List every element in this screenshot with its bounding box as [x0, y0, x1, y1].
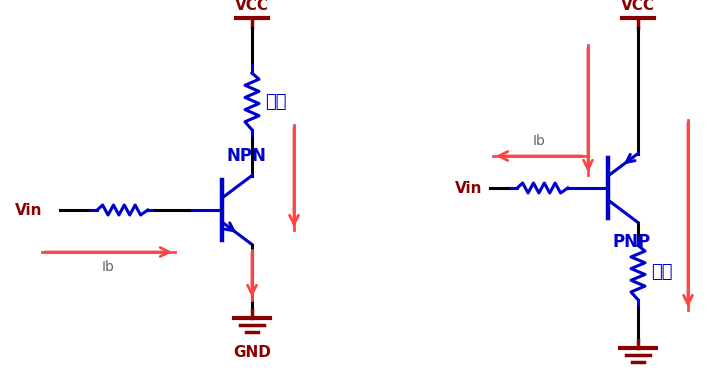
Text: 负载: 负载 — [265, 92, 286, 110]
Text: Ib: Ib — [102, 260, 115, 274]
Text: VCC: VCC — [621, 0, 655, 13]
Text: NPN: NPN — [227, 147, 267, 165]
Text: 负载: 负载 — [651, 264, 673, 282]
Text: Ib: Ib — [533, 134, 545, 148]
Text: GND: GND — [233, 345, 271, 360]
Text: Vin: Vin — [15, 202, 43, 218]
Text: VCC: VCC — [235, 0, 269, 13]
Text: PNP: PNP — [613, 233, 651, 251]
Text: Vin: Vin — [455, 181, 483, 196]
